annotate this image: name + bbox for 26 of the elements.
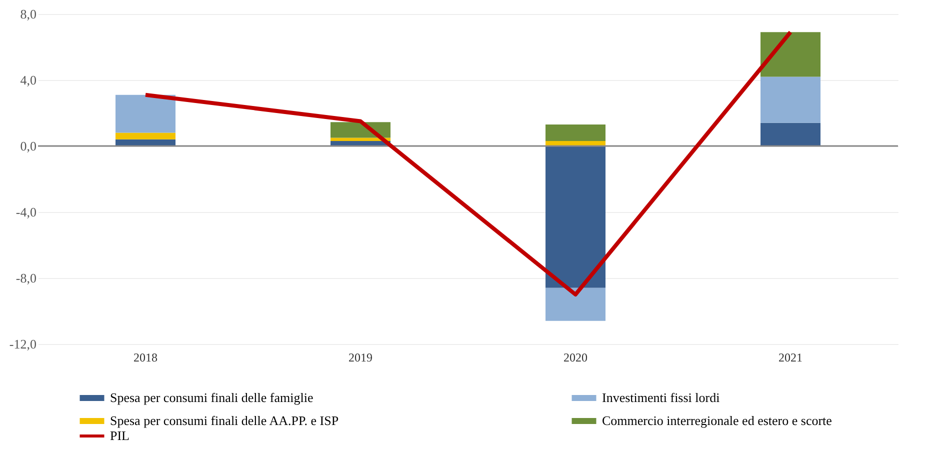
bar — [116, 139, 176, 146]
bar — [546, 141, 606, 146]
bar — [760, 76, 820, 123]
legend-label: PIL — [110, 428, 130, 443]
y-tick-label: -8,0 — [16, 270, 36, 286]
x-tick-label: 2021 — [778, 350, 802, 364]
y-tick-label: 4,0 — [20, 72, 36, 88]
y-tick-label: -4,0 — [16, 204, 36, 220]
line-series — [144, 30, 792, 296]
legend-label: Commercio interregionale ed estero e scorte — [602, 413, 832, 428]
bar — [116, 132, 176, 140]
bar — [116, 94, 176, 133]
bar — [760, 32, 820, 77]
y-tick-label: -12,0 — [9, 336, 36, 352]
bar — [546, 288, 606, 321]
x-tick-label: 2020 — [564, 350, 588, 364]
bar — [546, 124, 606, 142]
x-tick-label: 2019 — [348, 350, 372, 364]
legend-label: Spesa per consumi finali delle famiglie — [110, 390, 314, 405]
legend-label: Spesa per consumi finali delle AA.PP. e ISP — [110, 413, 339, 428]
bar — [546, 146, 606, 288]
y-tick-label: 8,0 — [20, 6, 36, 22]
legend-label: Investimenti fissi lordi — [602, 390, 720, 405]
x-tick-label: 2018 — [134, 350, 158, 364]
y-tick-label: 0,0 — [20, 138, 36, 154]
bar — [760, 122, 820, 146]
